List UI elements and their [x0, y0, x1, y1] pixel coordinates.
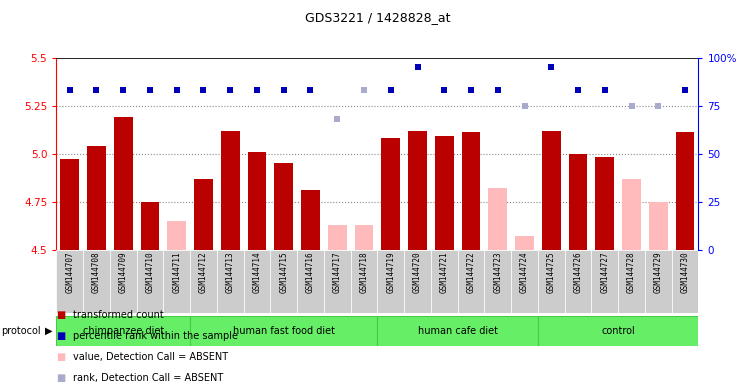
Bar [676, 132, 695, 250]
Bar [110, 250, 137, 313]
Text: GSM144720: GSM144720 [413, 252, 422, 293]
Text: chimpanzee diet: chimpanzee diet [83, 326, 164, 336]
Bar [221, 131, 240, 250]
Text: GSM144719: GSM144719 [386, 252, 395, 293]
Text: protocol: protocol [1, 326, 41, 336]
Text: GSM144713: GSM144713 [226, 252, 235, 293]
Bar [243, 250, 270, 313]
Bar [431, 250, 457, 313]
Bar [484, 250, 511, 313]
Text: value, Detection Call = ABSENT: value, Detection Call = ABSENT [73, 352, 228, 362]
Text: human cafe diet: human cafe diet [418, 326, 498, 336]
Text: GDS3221 / 1428828_at: GDS3221 / 1428828_at [305, 12, 450, 25]
Text: rank, Detection Call = ABSENT: rank, Detection Call = ABSENT [73, 373, 223, 383]
Text: ■: ■ [56, 310, 65, 320]
Text: GSM144728: GSM144728 [627, 252, 636, 293]
Bar [270, 250, 297, 313]
Bar [163, 250, 190, 313]
Bar [354, 225, 373, 250]
Bar [114, 117, 133, 250]
Text: ■: ■ [56, 373, 65, 383]
Text: ■: ■ [56, 352, 65, 362]
Text: transformed count: transformed count [73, 310, 164, 320]
Text: GSM144727: GSM144727 [600, 252, 609, 293]
Bar [56, 316, 190, 346]
Bar [538, 250, 565, 313]
Bar [297, 250, 324, 313]
Bar [645, 250, 671, 313]
Bar [435, 136, 454, 250]
Bar [190, 316, 378, 346]
Bar [274, 163, 293, 250]
Text: GSM144715: GSM144715 [279, 252, 288, 293]
Bar [618, 250, 645, 313]
Bar [511, 250, 538, 313]
Bar [190, 250, 217, 313]
Bar [217, 250, 243, 313]
Text: GSM144709: GSM144709 [119, 252, 128, 293]
Bar [515, 236, 534, 250]
Bar [404, 250, 431, 313]
Bar [87, 146, 106, 250]
Text: GSM144721: GSM144721 [440, 252, 449, 293]
Text: ■: ■ [56, 331, 65, 341]
Text: GSM144730: GSM144730 [680, 252, 689, 293]
Bar [569, 154, 587, 250]
Bar [378, 250, 404, 313]
Text: GSM144708: GSM144708 [92, 252, 101, 293]
Text: GSM144729: GSM144729 [654, 252, 663, 293]
Text: GSM144711: GSM144711 [172, 252, 181, 293]
Bar [488, 188, 507, 250]
Text: GSM144722: GSM144722 [466, 252, 475, 293]
Text: GSM144723: GSM144723 [493, 252, 502, 293]
Text: GSM144712: GSM144712 [199, 252, 208, 293]
Text: GSM144716: GSM144716 [306, 252, 315, 293]
Text: GSM144710: GSM144710 [146, 252, 155, 293]
Text: GSM144724: GSM144724 [520, 252, 529, 293]
Bar [592, 250, 618, 313]
Bar [194, 179, 213, 250]
Bar [378, 316, 538, 346]
Bar [137, 250, 164, 313]
Bar [408, 131, 427, 250]
Text: percentile rank within the sample: percentile rank within the sample [73, 331, 238, 341]
Text: GSM144707: GSM144707 [65, 252, 74, 293]
Bar [56, 250, 83, 313]
Text: control: control [602, 326, 635, 336]
Bar [351, 250, 377, 313]
Bar [462, 132, 481, 250]
Bar [324, 250, 351, 313]
Bar [167, 221, 186, 250]
Bar [301, 190, 320, 250]
Bar [248, 152, 267, 250]
Bar [328, 225, 347, 250]
Bar [542, 131, 561, 250]
Bar [649, 202, 668, 250]
Text: GSM144718: GSM144718 [360, 252, 369, 293]
Bar [671, 250, 698, 313]
Bar [622, 179, 641, 250]
Bar [538, 316, 698, 346]
Bar [565, 250, 592, 313]
Text: human fast food diet: human fast food diet [233, 326, 335, 336]
Text: ▶: ▶ [45, 326, 53, 336]
Text: GSM144717: GSM144717 [333, 252, 342, 293]
Text: GSM144714: GSM144714 [252, 252, 261, 293]
Bar [596, 157, 614, 250]
Text: GSM144725: GSM144725 [547, 252, 556, 293]
Bar [60, 159, 79, 250]
Bar [382, 138, 400, 250]
Bar [457, 250, 484, 313]
Text: GSM144726: GSM144726 [574, 252, 583, 293]
Bar [83, 250, 110, 313]
Bar [140, 202, 159, 250]
